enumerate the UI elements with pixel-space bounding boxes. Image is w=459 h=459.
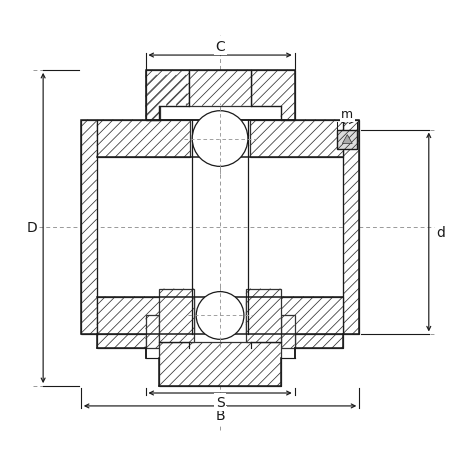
Polygon shape xyxy=(96,335,145,348)
Polygon shape xyxy=(96,297,194,335)
Text: D: D xyxy=(27,220,38,235)
Polygon shape xyxy=(81,120,96,335)
Polygon shape xyxy=(294,335,342,348)
Text: C: C xyxy=(215,40,224,54)
Text: d: d xyxy=(435,225,444,240)
Polygon shape xyxy=(145,316,159,348)
Polygon shape xyxy=(246,297,342,335)
Circle shape xyxy=(192,112,247,167)
Polygon shape xyxy=(342,120,358,335)
Polygon shape xyxy=(145,71,189,120)
Polygon shape xyxy=(159,342,280,386)
Polygon shape xyxy=(250,71,294,120)
Text: B: B xyxy=(215,408,224,422)
Circle shape xyxy=(196,292,243,340)
Polygon shape xyxy=(341,135,352,144)
Polygon shape xyxy=(280,316,294,348)
Polygon shape xyxy=(336,130,357,150)
Text: m: m xyxy=(341,108,353,121)
Polygon shape xyxy=(189,71,250,106)
Polygon shape xyxy=(246,289,280,342)
Text: S: S xyxy=(215,395,224,409)
Polygon shape xyxy=(249,120,342,158)
Polygon shape xyxy=(96,120,190,158)
Polygon shape xyxy=(159,289,194,342)
Polygon shape xyxy=(145,71,187,120)
